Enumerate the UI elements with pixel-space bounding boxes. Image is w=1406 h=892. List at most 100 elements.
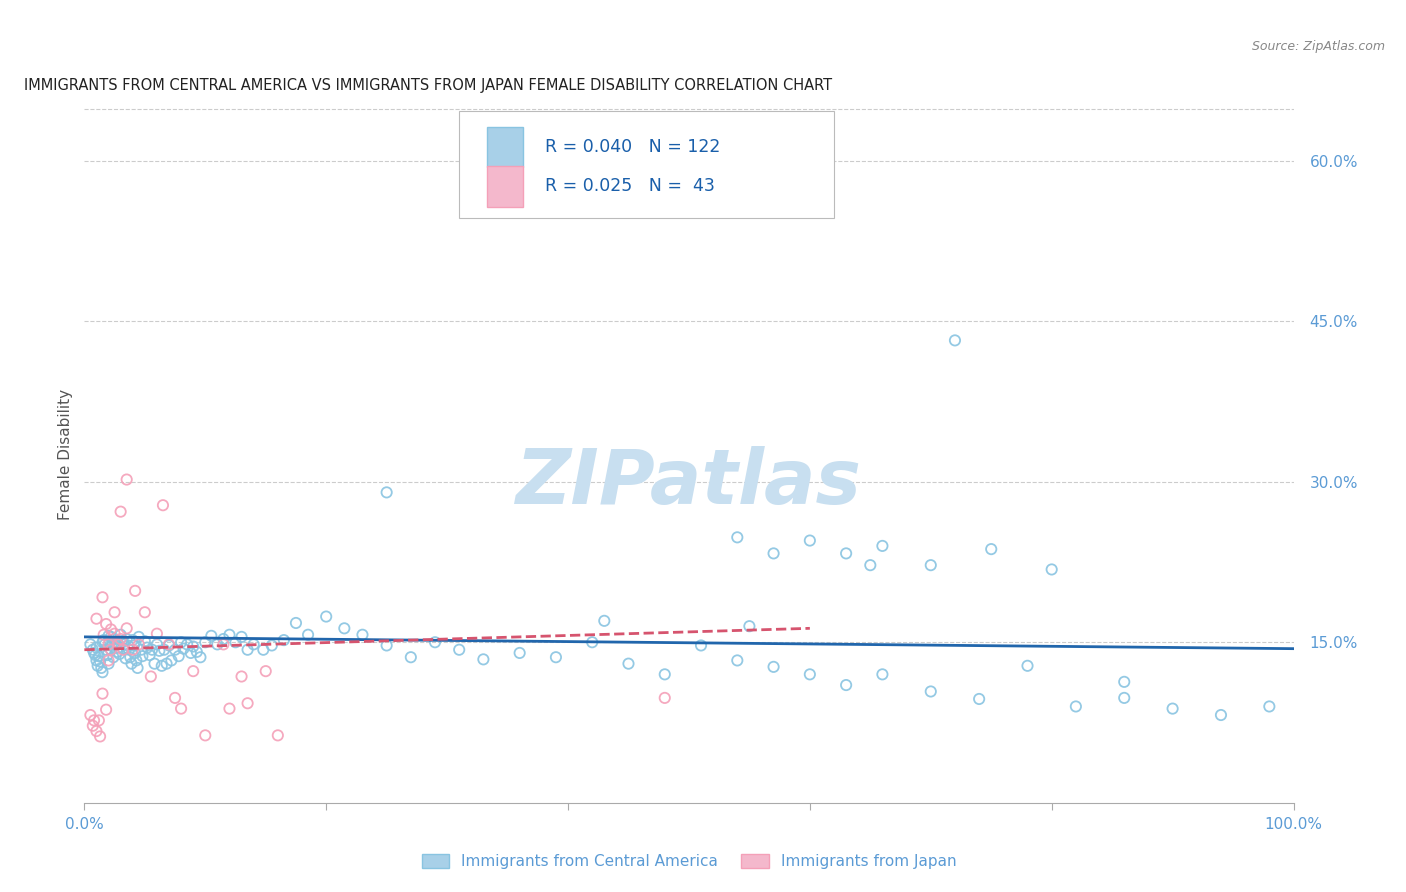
Point	[115, 621, 138, 635]
Point	[128, 637, 150, 651]
Point	[129, 642, 152, 657]
Point	[93, 633, 115, 648]
Y-axis label: Female Disability: Female Disability	[58, 389, 73, 521]
Point	[260, 639, 283, 653]
Point	[82, 642, 104, 657]
Point	[194, 635, 217, 649]
Point	[218, 701, 240, 715]
Point	[143, 657, 166, 671]
Point	[1114, 690, 1136, 705]
Point	[236, 642, 259, 657]
Point	[86, 640, 108, 655]
Text: IMMIGRANTS FROM CENTRAL AMERICA VS IMMIGRANTS FROM JAPAN FEMALE DISABILITY CORRE: IMMIGRANTS FROM CENTRAL AMERICA VS IMMIG…	[24, 78, 832, 94]
Point	[98, 634, 121, 648]
Point	[654, 667, 676, 681]
Point	[110, 505, 132, 519]
Point	[153, 642, 176, 657]
Point	[107, 640, 129, 655]
Point	[160, 653, 183, 667]
Point	[110, 632, 132, 646]
Point	[180, 646, 202, 660]
Point	[86, 724, 108, 739]
Point	[134, 605, 156, 619]
Point	[121, 657, 143, 671]
Point	[375, 639, 398, 653]
Point	[1017, 658, 1039, 673]
Point	[725, 653, 748, 667]
Point	[105, 645, 128, 659]
Point	[131, 649, 153, 664]
Point	[157, 639, 180, 653]
Point	[254, 664, 277, 678]
Point	[96, 648, 118, 662]
Point	[115, 632, 138, 646]
Point	[167, 649, 190, 664]
Point	[920, 558, 942, 573]
Point	[104, 626, 127, 640]
Point	[100, 623, 122, 637]
Point	[581, 635, 603, 649]
Point	[93, 628, 115, 642]
Point	[134, 634, 156, 648]
Point	[100, 642, 122, 657]
Point	[194, 728, 217, 742]
Point	[91, 665, 114, 680]
Point	[86, 653, 108, 667]
Point	[252, 642, 274, 657]
Point	[103, 650, 125, 665]
Point	[181, 664, 204, 678]
Point	[593, 614, 616, 628]
Point	[128, 630, 150, 644]
Point	[79, 708, 101, 723]
Point	[472, 652, 495, 666]
Text: R = 0.025   N =  43: R = 0.025 N = 43	[546, 178, 714, 195]
Point	[212, 632, 235, 646]
Point	[859, 558, 882, 573]
Legend: Immigrants from Central America, Immigrants from Japan: Immigrants from Central America, Immigra…	[415, 848, 963, 875]
Point	[91, 635, 114, 649]
Point	[799, 667, 821, 681]
Point	[86, 658, 108, 673]
Point	[762, 546, 785, 560]
Point	[97, 629, 120, 643]
Point	[120, 650, 142, 665]
Point	[509, 646, 531, 660]
Point	[399, 650, 422, 665]
Point	[165, 642, 187, 657]
Point	[124, 583, 146, 598]
Point	[423, 635, 446, 649]
Point	[141, 642, 163, 657]
Point	[725, 530, 748, 544]
Text: R = 0.040   N = 122: R = 0.040 N = 122	[546, 137, 720, 156]
Point	[110, 628, 132, 642]
Bar	[486, 127, 523, 167]
Point	[108, 647, 131, 661]
Point	[872, 539, 894, 553]
Point	[967, 692, 990, 706]
Point	[146, 626, 169, 640]
Point	[87, 649, 110, 664]
Point	[100, 630, 122, 644]
Point	[242, 637, 264, 651]
Point	[112, 641, 135, 656]
Point	[94, 642, 117, 657]
Point	[920, 684, 942, 698]
Point	[91, 687, 114, 701]
Point	[170, 701, 193, 715]
Point	[111, 634, 134, 648]
Point	[136, 640, 159, 655]
Text: Source: ZipAtlas.com: Source: ZipAtlas.com	[1251, 40, 1385, 54]
Point	[104, 632, 127, 646]
Point	[104, 637, 127, 651]
Point	[121, 633, 143, 648]
Point	[333, 621, 356, 635]
Point	[97, 657, 120, 671]
Point	[101, 636, 124, 650]
Point	[94, 637, 117, 651]
Point	[943, 334, 966, 348]
Point	[173, 641, 195, 656]
Point	[1209, 708, 1232, 723]
Point	[127, 661, 149, 675]
Point	[100, 642, 122, 657]
Point	[91, 591, 114, 605]
